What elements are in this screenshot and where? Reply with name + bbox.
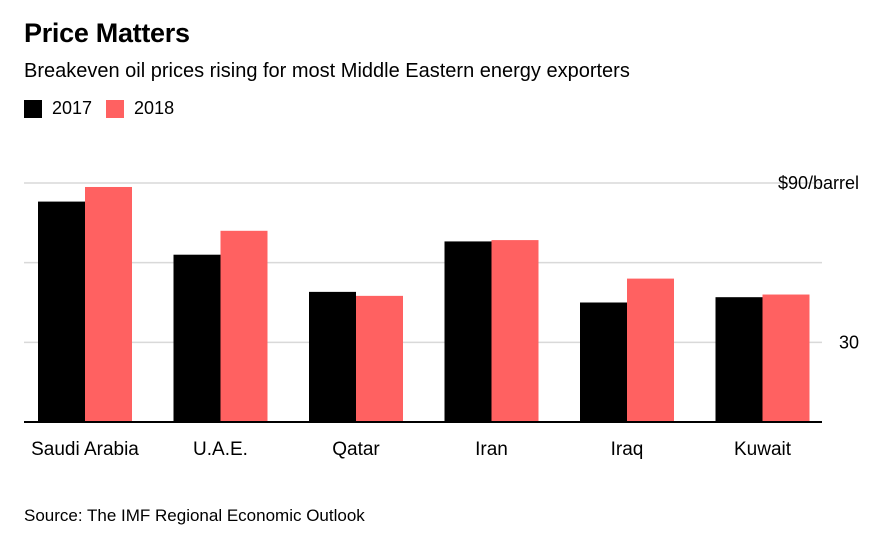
bar-2018-u-a-e- [220, 230, 268, 422]
legend-label-2017: 2017 [52, 98, 93, 118]
legend-swatch-2018 [106, 99, 125, 118]
legend-item-2018: 2018 [106, 98, 174, 119]
x-tick-label-saudi-arabia: Saudi Arabia [31, 439, 139, 460]
source-note: Source: The IMF Regional Economic Outloo… [24, 506, 365, 525]
legend: 2017 2018 [24, 98, 188, 119]
bar-2017-saudi-arabia [38, 201, 85, 422]
x-tick-label-iraq: Iraq [611, 439, 644, 460]
bar-2017-u-a-e- [173, 254, 221, 422]
y-tick-label-90: $90/barrel [778, 173, 859, 193]
bar-2018-iraq [627, 278, 674, 422]
chart-title: Price Matters [24, 18, 190, 48]
x-tick-label-iran: Iran [475, 439, 508, 460]
bar-2017-iran [444, 241, 492, 422]
legend-item-2017: 2017 [24, 98, 92, 119]
legend-swatch-2017 [24, 99, 42, 118]
bar-2017-kuwait [715, 297, 763, 422]
bar-2018-qatar [356, 295, 403, 422]
x-tick-label-kuwait: Kuwait [734, 439, 792, 460]
x-tick-label-u-a-e-: U.A.E. [193, 439, 248, 460]
bar-chart: 30 $90/barrel Saudi Arabia U.A.E. Qatar Iran I… [24, 173, 859, 460]
bar-2018-iran [491, 240, 539, 422]
x-tick-label-qatar: Qatar [332, 439, 380, 460]
bar-2018-saudi-arabia [85, 186, 132, 422]
bar-2018-kuwait [762, 294, 810, 422]
y-tick-label-30: 30 [839, 332, 859, 352]
chart-subtitle: Breakeven oil prices rising for most Mid… [24, 60, 630, 82]
bar-2017-qatar [309, 291, 356, 422]
bar-2017-iraq [580, 302, 627, 422]
legend-label-2018: 2018 [134, 98, 175, 118]
